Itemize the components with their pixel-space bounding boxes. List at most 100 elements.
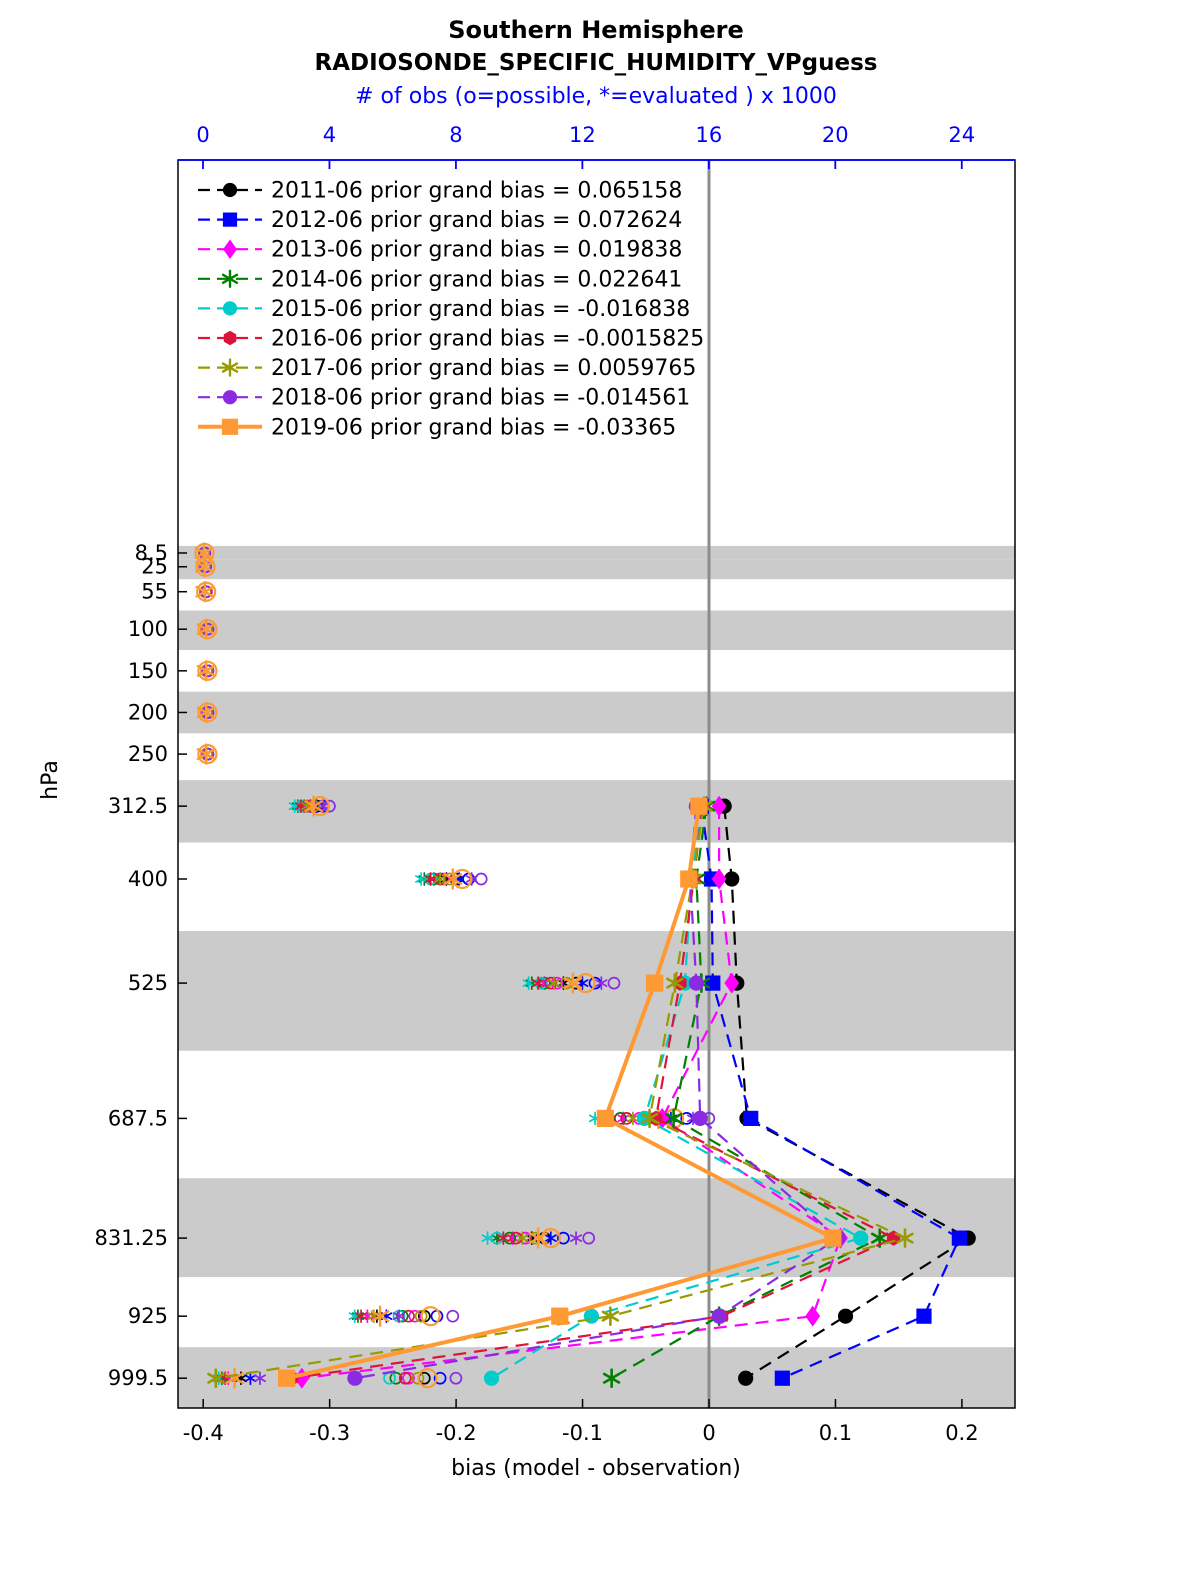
asterisk-spoke bbox=[497, 1234, 510, 1242]
obs-possible-marker bbox=[197, 743, 218, 765]
asterisk-spoke bbox=[415, 875, 428, 883]
asterisk-spoke bbox=[221, 362, 239, 373]
series-marker-2013-06 bbox=[805, 1305, 821, 1327]
legend-label: 2012-06 prior grand bias = 0.072624 bbox=[271, 208, 682, 233]
asterisk-spoke bbox=[195, 585, 215, 598]
asterisk-spoke bbox=[304, 800, 324, 813]
obs-evaluated-marker bbox=[481, 1231, 494, 1245]
obs-possible-marker bbox=[200, 585, 213, 599]
obs-evaluated-marker bbox=[196, 618, 216, 640]
pressure-tick-label: 25 bbox=[141, 555, 168, 579]
pressure-tick-label: 999.5 bbox=[108, 1366, 168, 1390]
asterisk-spoke bbox=[317, 802, 330, 810]
shaded-band bbox=[178, 931, 1015, 1051]
top-tick-label: 4 bbox=[323, 123, 336, 147]
bottom-tick-label: -0.1 bbox=[562, 1421, 603, 1445]
pressure-tick-label: 400 bbox=[128, 867, 168, 891]
obs-evaluated-marker bbox=[196, 701, 216, 724]
asterisk-spoke bbox=[522, 979, 535, 987]
obs-possible-marker bbox=[474, 872, 488, 886]
asterisk-spoke bbox=[563, 977, 583, 990]
series-marker-2019-06 bbox=[646, 974, 664, 992]
obs-possible-marker bbox=[398, 1371, 412, 1385]
obs-evaluated-marker bbox=[547, 976, 560, 990]
obs-possible-marker bbox=[540, 1228, 561, 1249]
asterisk-spoke bbox=[595, 979, 608, 987]
pressure-tick-label: 687.5 bbox=[108, 1106, 168, 1130]
asterisk-spoke bbox=[544, 1234, 557, 1242]
asterisk-spoke bbox=[569, 1234, 583, 1242]
asterisk-spoke bbox=[196, 623, 216, 636]
top-tick-label: 20 bbox=[822, 123, 849, 147]
obs-possible-marker bbox=[408, 1309, 422, 1323]
pressure-tick-label: 55 bbox=[141, 580, 168, 604]
bottom-tick-label: -0.3 bbox=[309, 1421, 350, 1445]
chart-subtitle: RADIOSONDE_SPECIFIC_HUMIDITY_VPguess bbox=[315, 50, 878, 76]
series-marker-2017-06 bbox=[640, 1108, 659, 1129]
series-marker-2018-06 bbox=[688, 975, 704, 991]
bottom-axis-label: bias (model - observation) bbox=[451, 1456, 741, 1481]
obs-possible-marker bbox=[389, 1371, 403, 1385]
pressure-tick-label: 831.25 bbox=[95, 1226, 168, 1250]
series-line-2014-06 bbox=[611, 805, 881, 1380]
obs-possible-marker bbox=[201, 622, 215, 636]
series-marker-2015-06 bbox=[853, 1230, 869, 1246]
series-marker-2019-06 bbox=[278, 1369, 296, 1387]
legend-marker bbox=[221, 269, 239, 288]
obs-evaluated-marker bbox=[626, 1111, 640, 1126]
pressure-tick-label: 150 bbox=[128, 659, 168, 683]
series-marker-2011-06 bbox=[837, 1308, 854, 1324]
series-marker-2017-06 bbox=[666, 973, 684, 993]
asterisk-spoke bbox=[528, 1232, 548, 1245]
obs-possible-marker bbox=[201, 747, 215, 761]
obs-possible-marker bbox=[519, 1231, 532, 1245]
obs-evaluated-marker bbox=[317, 799, 330, 813]
asterisk-spoke bbox=[221, 273, 239, 284]
series-line-2019-06 bbox=[286, 805, 835, 1381]
series-marker-2019-06 bbox=[680, 870, 698, 888]
asterisk-spoke bbox=[194, 547, 214, 559]
asterisk-spoke bbox=[225, 1372, 245, 1385]
obs-evaluated-marker bbox=[195, 581, 215, 603]
shaded-band bbox=[178, 691, 1015, 734]
shaded-band bbox=[178, 1178, 1015, 1278]
asterisk-spoke bbox=[576, 979, 589, 987]
obs-evaluated-marker bbox=[196, 660, 216, 682]
obs-possible-marker bbox=[582, 1231, 596, 1245]
series-marker-2012-06 bbox=[743, 1110, 759, 1127]
series-marker-2015-06 bbox=[583, 1308, 600, 1324]
asterisk-spoke bbox=[434, 875, 447, 883]
series-marker-2013-06 bbox=[711, 868, 727, 890]
plot-render-layer: -0.4 -0.3 -0.2 -0.1 0 0.1 0.20 4 8 12 16 20 248.5255… bbox=[95, 123, 1016, 1445]
obs-evaluated-marker bbox=[569, 1231, 583, 1245]
series-marker-2019-06 bbox=[824, 1229, 842, 1247]
obs-evaluated-marker bbox=[424, 872, 437, 886]
legend-label: 2016-06 prior grand bias = -0.0015825 bbox=[271, 327, 704, 352]
asterisk-spoke bbox=[253, 1374, 266, 1383]
top-axis-label: # of obs (o=possible, *=evaluated ) x 10… bbox=[355, 84, 837, 109]
obs-evaluated-marker bbox=[196, 743, 216, 765]
asterisk-spoke bbox=[547, 979, 560, 987]
obs-evaluated-marker bbox=[370, 1305, 390, 1327]
obs-evaluated-marker bbox=[532, 976, 545, 990]
asterisk-spoke bbox=[370, 1310, 390, 1323]
series-line-2017-06 bbox=[215, 805, 907, 1380]
asterisk-spoke bbox=[196, 748, 216, 761]
obs-evaluated-marker bbox=[415, 872, 428, 886]
top-tick-label: 0 bbox=[196, 123, 209, 147]
legend-label: 2015-06 prior grand bias = -0.016838 bbox=[271, 297, 690, 322]
obs-possible-marker bbox=[433, 1371, 447, 1385]
asterisk-spoke bbox=[195, 560, 215, 573]
series-line-2011-06 bbox=[723, 806, 970, 1380]
obs-possible-marker bbox=[201, 664, 215, 678]
legend-marker bbox=[221, 418, 239, 435]
obs-evaluated-marker bbox=[563, 972, 583, 994]
asterisk-spoke bbox=[626, 1114, 640, 1123]
obs-evaluated-marker bbox=[576, 976, 589, 990]
legend-marker bbox=[223, 330, 237, 346]
obs-evaluated-marker bbox=[443, 868, 463, 890]
series-marker-2012-06 bbox=[916, 1308, 932, 1324]
asterisk-spoke bbox=[196, 706, 216, 719]
obs-possible-marker bbox=[201, 706, 215, 719]
obs-possible-marker bbox=[411, 1371, 425, 1385]
